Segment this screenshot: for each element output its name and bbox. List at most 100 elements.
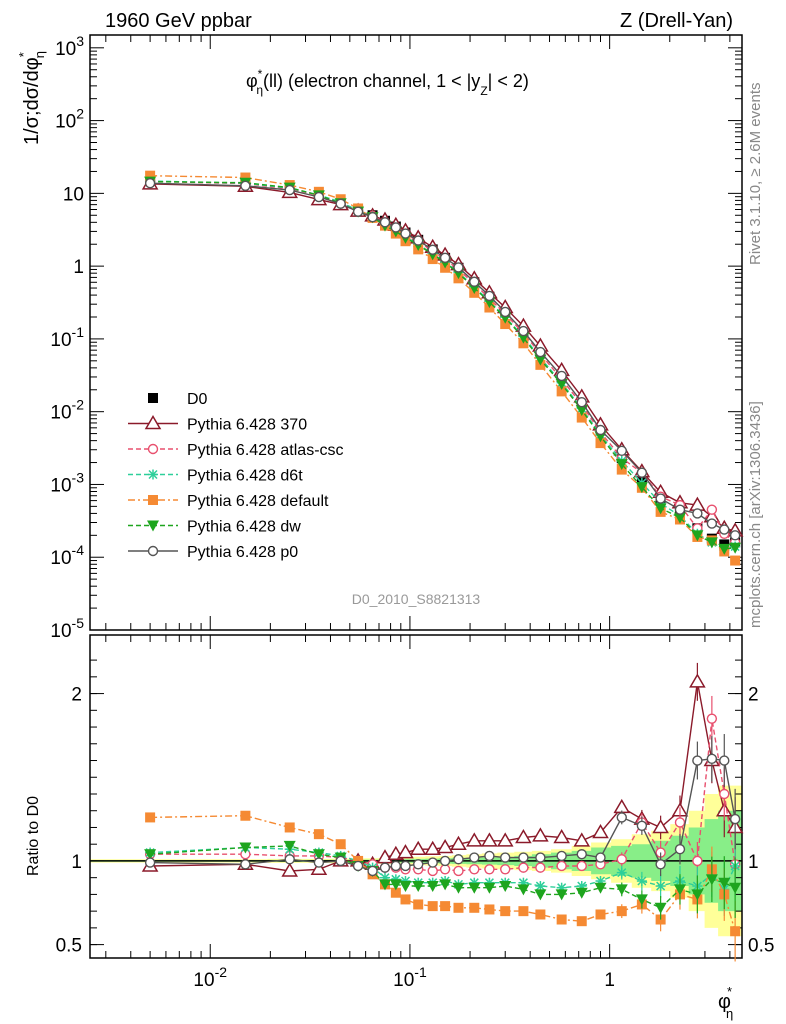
ratio-point-p0 <box>379 862 391 873</box>
ratio-point-p0 <box>729 813 741 825</box>
ratio-ytick-label-right: 1 <box>748 852 759 873</box>
ratio-xtick-label: 1 <box>604 970 615 991</box>
ratio-point-atlascsc <box>535 862 546 873</box>
ratio-point-p0 <box>284 854 295 865</box>
ratio-point-dw <box>499 881 512 893</box>
ratio-point-p370 <box>573 832 591 847</box>
ratio-point-p0 <box>595 852 606 863</box>
legend-label-dw: Pythia 6.428 dw <box>187 519 301 536</box>
data-point-p0 <box>390 222 402 233</box>
data-point-dw <box>691 530 704 542</box>
ratio-point-p370 <box>281 862 299 877</box>
ratio-point-p0 <box>390 860 402 872</box>
ratio-point-p0 <box>692 755 703 766</box>
ratio-point-dw <box>691 889 704 901</box>
ratio-point-dw <box>555 889 568 901</box>
main-ytick-label: 10-3 <box>50 469 84 496</box>
data-point-default <box>556 386 567 397</box>
ratio-xtick-label: 10-2 <box>193 964 227 991</box>
header-left: 1960 GeV ppbar <box>105 10 252 32</box>
legend-entry-d6t: Pythia 6.428 d6t <box>128 468 303 485</box>
legend-marker-p0 <box>147 545 159 557</box>
data-point-default <box>576 412 587 423</box>
data-point-dw <box>705 537 718 549</box>
data-point-p0 <box>400 228 411 239</box>
legend-label-atlascsc: Pythia 6.428 atlas-csc <box>187 442 344 459</box>
main-ytick-label: 10-5 <box>50 615 84 642</box>
series-atlascsc <box>144 176 741 548</box>
data-point-default <box>500 319 511 330</box>
legend-label-d6t: Pythia 6.428 d6t <box>187 468 303 485</box>
ratio-ytick-label: 1 <box>71 852 82 873</box>
ratio-point-p0 <box>556 850 567 862</box>
data-point-p0 <box>655 493 666 504</box>
data-point-p0 <box>706 518 718 529</box>
ratio-point-default <box>313 829 324 840</box>
ratio-point-p0 <box>484 850 495 862</box>
data-point-p0 <box>453 262 464 273</box>
ratio-point-default <box>400 894 411 905</box>
ratio-point-p0 <box>655 859 666 870</box>
analysis-id: D0_2010_S8821313 <box>352 591 481 607</box>
data-point-dw <box>718 543 731 555</box>
legend-label-p0: Pythia 6.428 p0 <box>187 544 298 561</box>
ratio-point-p370 <box>397 844 414 859</box>
ratio-point-default <box>413 899 424 910</box>
title-star: * <box>258 67 263 81</box>
ratio-point-dw <box>729 882 742 894</box>
data-point-default <box>730 555 741 566</box>
legend-entry-D0: D0 <box>148 391 208 408</box>
ratio-point-atlascsc <box>719 788 730 800</box>
ratio-point-p0 <box>636 820 648 831</box>
ratio-ytick-label: 0.5 <box>56 936 82 957</box>
data-point-dw <box>654 503 667 515</box>
main-ylabel: 1/σ;dσ/dφ*η <box>16 51 47 145</box>
data-point-p0 <box>729 530 741 541</box>
ratio-point-dw <box>144 849 157 861</box>
ratio-point-default <box>440 901 451 912</box>
ratio-point-p370 <box>436 839 454 854</box>
ratio-ylabel: Ratio to D0 <box>25 796 42 876</box>
ratio-point-p370 <box>409 840 427 855</box>
main-series <box>141 170 744 566</box>
ratio-point-p0 <box>576 849 587 860</box>
ratio-point-p0 <box>706 753 718 765</box>
ratio-point-dw <box>312 849 325 861</box>
rivet-label: Rivet 3.1.10, ≥ 2.6M events <box>747 83 764 266</box>
data-point-atlascsc <box>706 504 718 515</box>
ratio-point-dw <box>389 879 402 891</box>
title-tail: | < 2) <box>488 71 529 91</box>
ratio-point-default <box>145 812 156 823</box>
ratio-point-default <box>284 822 295 833</box>
ratio-point-dw <box>468 882 481 894</box>
legend-marker-D0 <box>148 393 158 403</box>
ratio-point-default <box>535 909 546 920</box>
ratio-point-p0 <box>535 852 546 863</box>
data-point-p0 <box>313 191 325 203</box>
legend-entry-p370: Pythia 6.428 370 <box>128 415 307 434</box>
ratio-point-p370 <box>481 832 498 847</box>
data-point-p0 <box>335 198 346 209</box>
ratio-point-p0 <box>518 852 529 863</box>
ratio-point-atlascsc <box>616 854 627 865</box>
data-point-p0 <box>413 235 424 246</box>
data-point-dw <box>729 542 742 554</box>
data-point-dw <box>575 405 588 417</box>
ratio-point-p0 <box>453 854 464 865</box>
ratio-point-atlascsc <box>500 864 511 875</box>
main-title: φ* η(ll) (electron channel, 1 < |yZ| < 2) <box>246 67 529 98</box>
ratio-point-p370 <box>465 832 483 847</box>
legend-marker-dw <box>147 520 159 532</box>
ratio-point-p0 <box>500 852 511 863</box>
ratio-point-p370 <box>592 823 609 839</box>
ratio-point-p0 <box>427 857 438 868</box>
ratio-point-p0 <box>144 857 156 868</box>
ratio-point-atlascsc <box>556 860 567 872</box>
ratio-point-default <box>427 901 438 912</box>
ratio-point-dw <box>534 889 547 901</box>
ratio-point-default <box>390 887 401 898</box>
data-point-p0 <box>674 504 686 515</box>
data-point-p0 <box>595 424 606 436</box>
ratio-point-p370 <box>310 860 328 876</box>
ratio-point-default <box>240 810 251 821</box>
